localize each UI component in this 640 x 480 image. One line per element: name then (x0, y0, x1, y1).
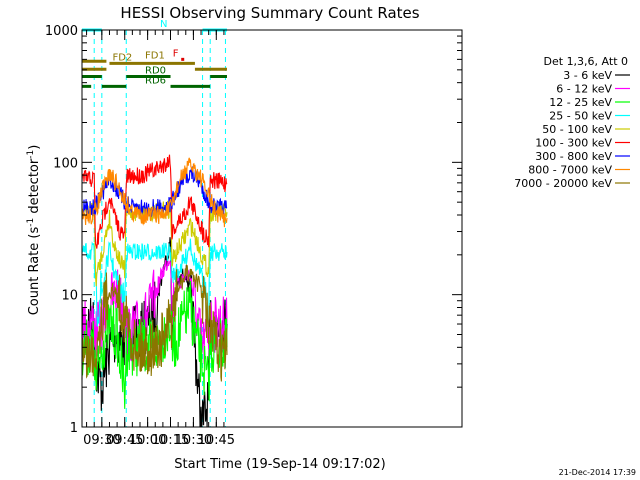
x-axis-label: Start Time (19-Sep-14 09:17:02) (174, 457, 385, 472)
legend-entry-6: 300 - 800 keV (535, 150, 612, 163)
segment-label-2: FD1 (145, 50, 165, 61)
series-line-7 (81, 157, 228, 228)
segment-label-1: F (173, 48, 179, 59)
segment-label-3: FD2 (112, 52, 132, 63)
y-tick-label-1: 10 (61, 289, 78, 304)
x-tick-label-3: 10:15 (152, 433, 189, 448)
y-tick-label-0: 1 (70, 421, 78, 436)
legend-entry-7: 800 - 7000 keV (528, 164, 612, 177)
y-tick-label-3: 1000 (45, 24, 78, 39)
y-axis: 1 10 100 1000 (45, 24, 462, 436)
y-axis-label: Count Rate (s-1 detector-1) (26, 145, 42, 316)
series-line-5 (81, 154, 228, 249)
x-tick-label-1: 09:45 (106, 433, 143, 448)
legend-title: Det 1,3,6, Att 0 (544, 55, 628, 68)
x-tick-label-2: 10:00 (129, 433, 166, 448)
legend-entry-8: 7000 - 20000 keV (514, 177, 612, 190)
x-tick-label-5: 10:45 (198, 433, 235, 448)
legend-entry-0: 3 - 6 keV (563, 69, 612, 82)
timestamp: 21-Dec-2014 17:39 (559, 468, 636, 477)
legend-entry-1: 6 - 12 keV (556, 83, 612, 96)
plot-frame (81, 29, 463, 428)
x-tick-label-4: 10:30 (175, 433, 212, 448)
y-tick-label-2: 100 (53, 156, 78, 171)
x-tick-label-0: 09:30 (83, 433, 120, 448)
legend-entry-3: 25 - 50 keV (549, 110, 612, 123)
segment-label-0: N (160, 19, 167, 30)
series-line-4 (81, 200, 228, 287)
flag-marker (181, 57, 185, 61)
legend-entry-5: 100 - 300 keV (535, 137, 612, 150)
series-line-8 (81, 264, 228, 382)
legend-entry-4: 50 - 100 keV (542, 123, 612, 136)
legend-entry-2: 12 - 25 keV (549, 96, 612, 109)
segment-label-5: RD0 (145, 66, 166, 77)
segment-label-6: RD6 (145, 75, 166, 86)
chart-title: HESSI Observing Summary Count Rates (120, 4, 419, 22)
